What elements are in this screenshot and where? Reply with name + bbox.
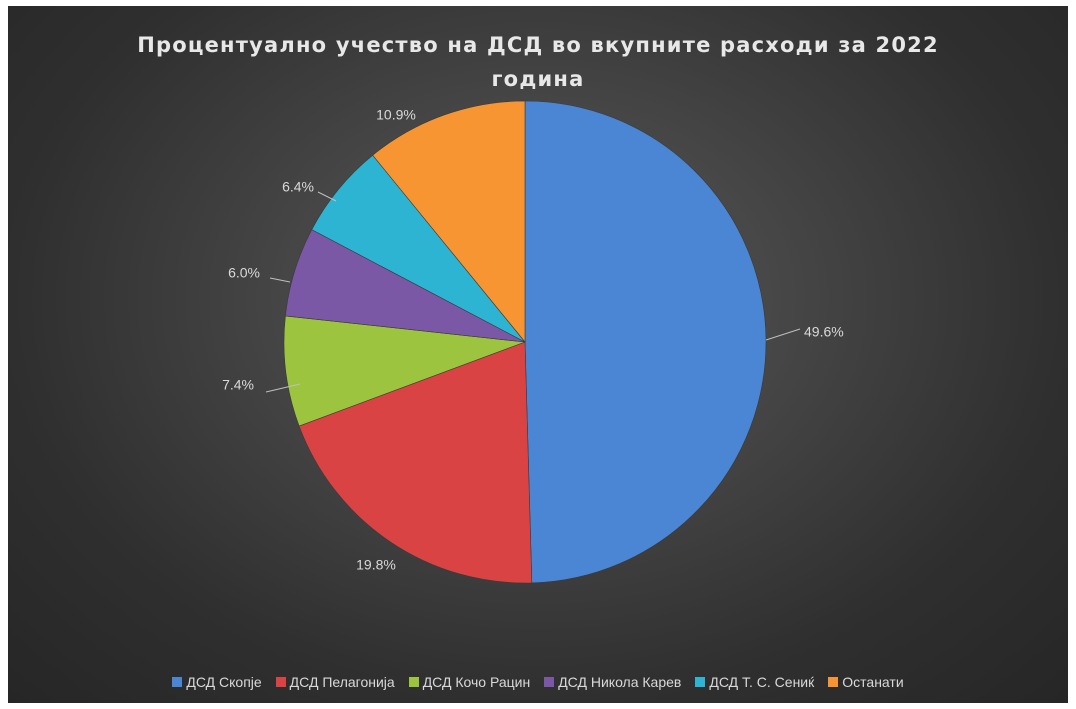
legend-swatch-4: [544, 677, 555, 687]
data-label-6: 10.9%: [376, 107, 416, 123]
pie-slice-2: [298, 341, 533, 584]
legend-label-4: ДСД Никола Карев: [558, 674, 682, 690]
legend-swatch-1: [172, 677, 183, 687]
legend-item-2: ДСД Пелагонија: [275, 674, 395, 690]
legend-label-5: ДСД Т. С. Сениќ: [709, 674, 815, 690]
legend-item-6: Останати: [828, 674, 904, 690]
pie-slice-3: [283, 315, 526, 427]
legend-label-3: ДСД Кочо Рацин: [422, 674, 531, 690]
legend-item-3: ДСД Кочо Рацин: [408, 674, 531, 690]
leader-line-3: [265, 383, 301, 393]
data-label-2: 19.8%: [356, 557, 396, 573]
legend-label-1: ДСД Скопје: [186, 674, 262, 690]
chart-title-line-1: Процентуално учество на ДСД во вкупните …: [137, 33, 939, 57]
data-label-1: 49.6%: [804, 324, 844, 340]
leader-line-5: [317, 191, 337, 202]
legend-swatch-6: [828, 677, 839, 687]
legend-item-1: ДСД Скопје: [172, 674, 262, 690]
pie-slice-6: [372, 100, 526, 343]
pie-slice-1: [524, 100, 767, 584]
data-label-4: 6.0%: [228, 265, 260, 281]
chart-legend: ДСД Скопје ДСД Пелагонија ДСД Кочо Рацин ДС…: [8, 674, 1068, 690]
data-label-5: 6.4%: [282, 179, 314, 195]
legend-item-5: ДСД Т. С. Сениќ: [695, 674, 814, 690]
chart-title-line-2: година: [491, 67, 585, 91]
legend-swatch-5: [695, 677, 706, 687]
legend-swatch-2: [275, 677, 286, 687]
leader-line-1: [765, 328, 801, 341]
chart-title: Процентуално учество на ДСД во вкупните …: [8, 28, 1068, 96]
chart-frame: Процентуално учество на ДСД во вкупните …: [8, 6, 1068, 703]
legend-swatch-3: [408, 677, 419, 687]
legend-item-4: ДСД Никола Карев: [544, 674, 681, 690]
legend-label-6: Останати: [842, 674, 904, 690]
leader-line-4: [269, 277, 291, 283]
pie-chart: 49.6% 19.8% 7.4% 6.0% 6.4% 10.9%: [222, 100, 844, 584]
legend-label-2: ДСД Пелагонија: [289, 674, 395, 690]
data-label-3: 7.4%: [222, 377, 254, 393]
